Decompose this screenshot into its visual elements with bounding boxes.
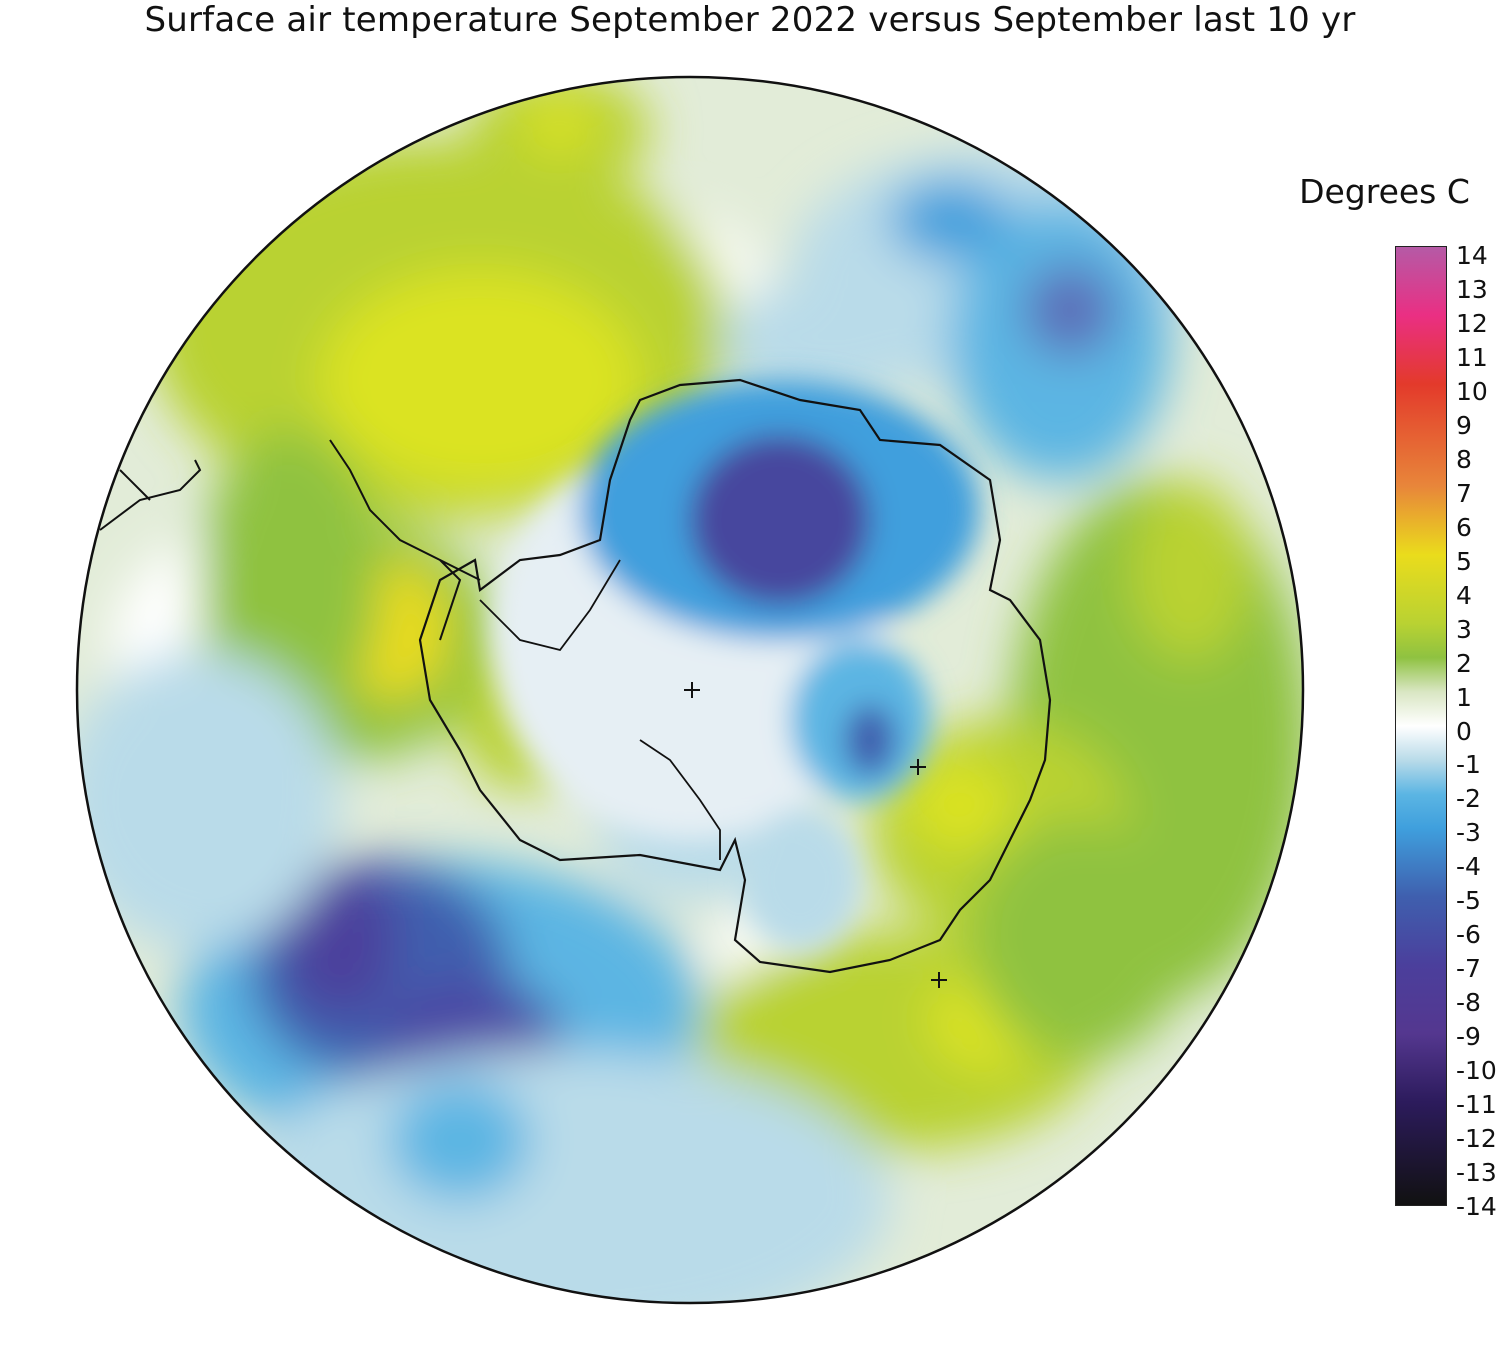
colorbar-tick-label: 3 <box>1456 614 1472 644</box>
legend-title: Degrees C <box>1299 172 1470 211</box>
marker-plus-southeast <box>931 972 947 988</box>
colorbar-tick-label: 14 <box>1456 241 1488 270</box>
colorbar-tick-label: 0 <box>1456 716 1472 746</box>
colorbar <box>1395 246 1447 1206</box>
colorbar-tick-label: -10 <box>1456 1056 1497 1086</box>
colorbar-tick-label: -8 <box>1456 988 1481 1018</box>
colorbar-tick-label: 11 <box>1456 342 1488 372</box>
colorbar-tick-label: -3 <box>1456 818 1481 848</box>
marker-plus-east <box>910 759 926 775</box>
map-title: Surface air temperature September 2022 v… <box>144 0 1356 40</box>
colorbar-tick-label: 6 <box>1456 512 1472 542</box>
colorbar-tick-label: -9 <box>1456 1022 1481 1052</box>
colorbar-tick-label: 4 <box>1456 580 1472 610</box>
colorbar-tick-label: 2 <box>1456 648 1472 678</box>
colorbar-tick-label: 10 <box>1456 376 1488 406</box>
colorbar-tick-label: -14 <box>1456 1192 1497 1221</box>
colorbar-tick-label: 8 <box>1456 444 1472 474</box>
colorbar-tick-label: -2 <box>1456 784 1481 814</box>
colorbar-tick-label: -5 <box>1456 886 1481 916</box>
colorbar-tick-label: 9 <box>1456 410 1472 440</box>
antarctica-coastline <box>418 378 1052 974</box>
colorbar-tick-label: -1 <box>1456 750 1481 780</box>
map-boundary <box>75 75 1305 1305</box>
antarctic-peninsula <box>329 439 481 641</box>
colorbar-tick-label: 7 <box>1456 478 1472 508</box>
colorbar-tick-label: -7 <box>1456 954 1481 984</box>
marker-plus-pole <box>684 682 700 698</box>
colorbar-tick-label: -12 <box>1456 1124 1497 1154</box>
colorbar-tick-label: 5 <box>1456 546 1472 576</box>
colorbar-tick-label: 1 <box>1456 682 1472 712</box>
south-america-coast <box>99 459 202 531</box>
colorbar-tick-label: -11 <box>1456 1090 1497 1120</box>
colorbar-tick-label: 13 <box>1456 274 1488 304</box>
anomaly-field <box>77 77 1303 1303</box>
colorbar-tick-label: -13 <box>1456 1158 1497 1188</box>
colorbar-tick-label: -6 <box>1456 920 1481 950</box>
colorbar-tick-label: 12 <box>1456 308 1488 338</box>
colorbar-tick-label: -4 <box>1456 852 1481 882</box>
